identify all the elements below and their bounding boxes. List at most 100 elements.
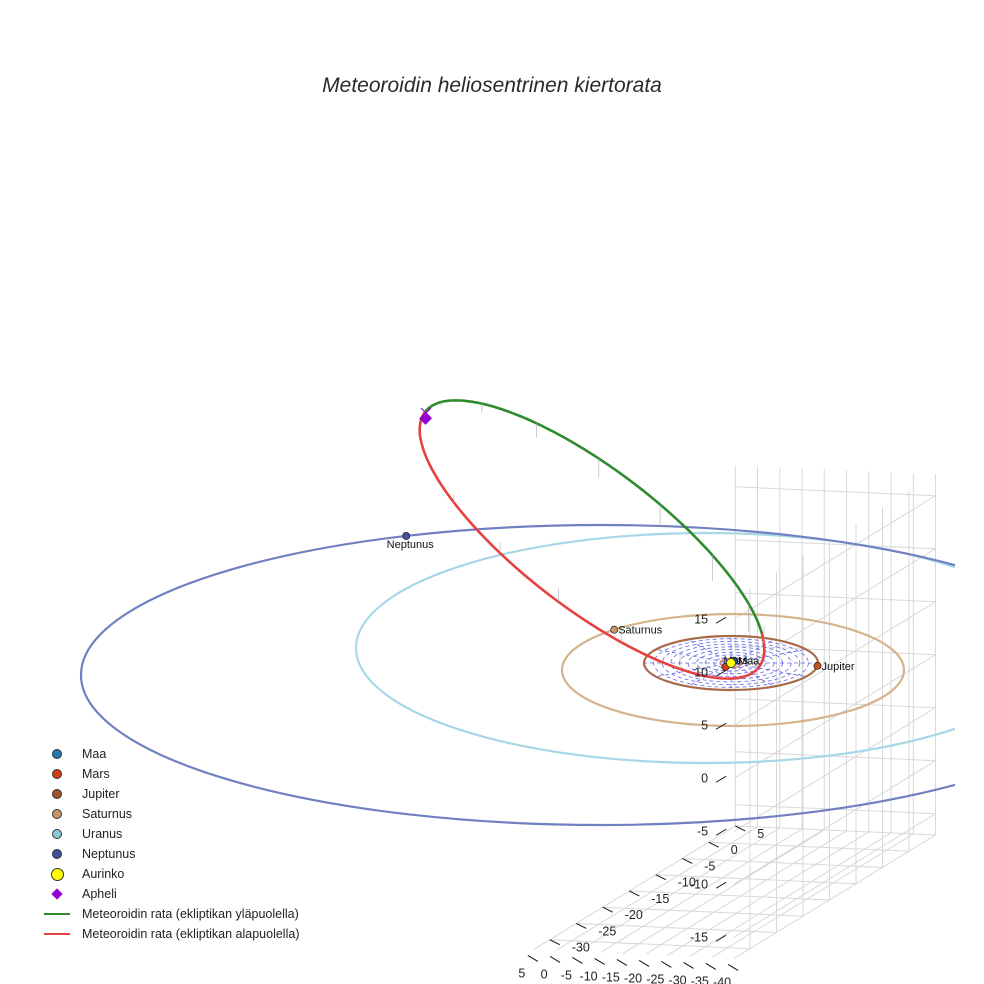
z-tick-label: 10	[694, 665, 708, 679]
x-tick-label: 0	[541, 967, 548, 981]
orbit-uranus	[355, 531, 955, 765]
z-tick-mark	[715, 616, 727, 624]
y-tick-mark	[682, 858, 693, 864]
legend-swatch	[40, 764, 74, 784]
x-tick-mark	[705, 963, 717, 970]
legend-item: Apheli	[40, 884, 299, 904]
y-tick-mark	[576, 923, 587, 929]
x-tick-mark	[638, 960, 650, 967]
legend-item: Meteoroidin rata (ekliptikan alapuolella…	[40, 924, 299, 944]
legend: Maa Mars Jupiter Saturnus Uranus Neptunus Auri…	[40, 744, 299, 944]
x-tick-label: -15	[602, 970, 620, 984]
axis-ticks: -15 -10 -5 0 5 10 15 -40 -35 -30 -25 -20 -15 -10 -5 0 5 -…	[518, 612, 764, 984]
ecliptic-ring	[661, 641, 801, 685]
y-tick-mark	[629, 890, 640, 897]
z-tick-label: -5	[697, 824, 708, 838]
x-tick-mark	[572, 957, 583, 964]
x-tick-mark	[727, 964, 739, 971]
y-tick-mark	[655, 874, 666, 881]
z-tick-mark	[715, 828, 727, 836]
z-tick-mark	[715, 722, 727, 730]
legend-label: Meteoroidin rata (ekliptikan alapuolella…	[82, 927, 300, 941]
x-tick-label: 5	[518, 966, 525, 980]
legend-swatch	[40, 824, 74, 844]
legend-label: Meteoroidin rata (ekliptikan yläpuolella…	[82, 907, 299, 921]
ecliptic-spoke	[730, 649, 806, 664]
x-tick-label: -20	[624, 971, 642, 984]
ecliptic-spoke	[730, 662, 806, 677]
legend-item: Uranus	[40, 824, 299, 844]
planet-neptunus-label: Neptunus	[387, 539, 435, 551]
x-tick-mark	[683, 962, 694, 969]
planet-orbits	[80, 523, 955, 827]
y-tick-label: -20	[625, 908, 643, 922]
z-tick-mark	[715, 934, 727, 942]
y-tick-mark	[602, 906, 613, 913]
legend-label: Jupiter	[82, 787, 120, 801]
legend-label: Saturnus	[82, 807, 133, 821]
legend-label: Apheli	[82, 887, 117, 901]
z-tick-mark	[715, 775, 727, 783]
planet-maa-label: Maa	[738, 656, 760, 668]
legend-label: Uranus	[82, 827, 123, 841]
legend-label: Aurinko	[82, 867, 125, 881]
y-tick-mark	[735, 825, 746, 832]
y-tick-label: -10	[678, 876, 696, 890]
y-tick-label: -15	[651, 892, 669, 906]
planet-jupiter-label: Jupiter	[822, 661, 855, 673]
legend-label: Maa	[82, 747, 107, 761]
orbit-below-ecliptic	[418, 411, 766, 680]
z-tick-label: 15	[694, 612, 708, 626]
y-tick-mark	[549, 939, 560, 946]
orbit-saturnus	[560, 612, 906, 728]
y-tick-label: -30	[572, 941, 590, 955]
y-tick-mark	[708, 841, 719, 848]
x-tick-label: -5	[561, 968, 572, 982]
y-tick-label: 5	[757, 827, 764, 841]
ecliptic-ring	[670, 643, 792, 683]
z-tick-label: 0	[701, 771, 708, 785]
planet-saturnus-label: Saturnus	[618, 625, 663, 637]
x-tick-label: -10	[580, 969, 598, 983]
y-tick-label: -25	[598, 924, 616, 938]
ecliptic-spoke	[656, 649, 732, 664]
legend-swatch	[40, 744, 74, 764]
legend-swatch	[40, 864, 74, 884]
axes-grid	[533, 465, 936, 959]
planet-saturnus-marker	[610, 625, 619, 634]
y-tick-label: -5	[704, 859, 715, 873]
orbit-neptunus	[80, 523, 955, 827]
legend-swatch	[40, 924, 74, 944]
orbit-above-ecliptic	[424, 399, 764, 634]
x-tick-mark	[616, 959, 628, 966]
legend-item: Aurinko	[40, 864, 299, 884]
apheli-marker	[419, 412, 432, 425]
y-tick-label: 0	[731, 843, 738, 857]
ecliptic-grid	[645, 636, 817, 690]
x-tick-label: -30	[669, 973, 687, 984]
legend-item: Jupiter	[40, 784, 299, 804]
x-tick-label: -35	[691, 974, 709, 984]
legend-item: Meteoroidin rata (ekliptikan yläpuolella…	[40, 904, 299, 924]
legend-item: Saturnus	[40, 804, 299, 824]
x-tick-mark	[549, 956, 561, 963]
chart-title: Meteoroidin heliosentrinen kiertorata	[322, 74, 662, 97]
z-tick-label: 5	[701, 718, 708, 732]
x-tick-label: -40	[713, 975, 731, 984]
sun-marker	[726, 658, 736, 668]
legend-swatch	[40, 804, 74, 824]
legend-item: Maa	[40, 744, 299, 764]
z-tick-mark	[715, 669, 727, 677]
x-tick-mark	[661, 961, 672, 968]
x-tick-mark	[527, 955, 539, 962]
legend-swatch	[40, 904, 74, 924]
z-tick-label: -15	[690, 930, 708, 944]
ecliptic-spoke	[656, 662, 732, 677]
x-tick-label: -25	[646, 972, 664, 984]
legend-swatch	[40, 884, 74, 904]
z-tick-label: -10	[690, 877, 708, 891]
legend-item: Mars	[40, 764, 299, 784]
legend-item: Neptunus	[40, 844, 299, 864]
planet-jupiter-marker	[813, 661, 822, 670]
